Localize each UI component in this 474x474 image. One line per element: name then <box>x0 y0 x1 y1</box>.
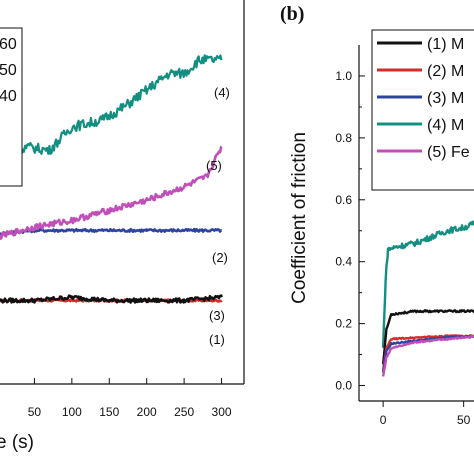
right-legend-label: (3) M <box>427 90 464 107</box>
left-x-tick-label: 300 <box>212 405 232 419</box>
left-series-label-2: (2) <box>212 250 228 265</box>
right-y-ticks: 0.0 0.2 0.4 0.6 0.8 1.0 <box>335 69 365 393</box>
right-y-tick-label: 0.8 <box>335 131 352 145</box>
left-series-label-5: (5) <box>206 158 222 173</box>
left-x-tick-label: 200 <box>137 405 157 419</box>
right-y-tick-label: 0.6 <box>335 193 352 207</box>
right-y-tick-label: 1.0 <box>335 69 352 83</box>
left-series-line-2 <box>0 227 223 236</box>
left-x-tick-label: 150 <box>99 405 119 419</box>
left-legend-item: 60 <box>0 36 17 53</box>
left-series-group <box>0 54 223 304</box>
right-panel: (b) Coefficient of friction 0.0 0.2 0.4 0.6… <box>280 3 474 427</box>
left-series-line-3 <box>0 294 223 304</box>
left-series-label-1: (1) <box>209 332 225 347</box>
right-legend-box <box>371 29 474 191</box>
right-series-group <box>381 220 474 377</box>
left-legend-item: 40 <box>0 88 17 105</box>
left-panel: 50 100 150 200 250 300 60 50 40 (4) (5) (2) (… <box>0 0 245 453</box>
left-series-line-4 <box>0 54 223 162</box>
right-legend-label: (1) M <box>427 36 464 53</box>
right-series-line-5 <box>381 334 474 377</box>
right-legend-label: (2) M <box>427 63 464 80</box>
panel-label-b: (b) <box>280 3 304 25</box>
left-series-label-4: (4) <box>214 85 230 100</box>
right-y-tick-label: 0.4 <box>335 255 352 269</box>
left-legend-item: 50 <box>0 62 17 79</box>
right-x-ticks: 0 50 <box>380 401 471 427</box>
right-legend-label: (4) M <box>427 117 464 134</box>
right-series-line-3 <box>381 334 474 373</box>
right-legend: (1) M (2) M (3) M (4) M (5) Fe <box>371 29 474 191</box>
right-series-line-1 <box>381 309 474 365</box>
left-series-line-5 <box>0 145 223 241</box>
left-x-tick-label: 100 <box>62 405 82 419</box>
left-x-axis-title: e (s) <box>0 432 34 453</box>
right-y-tick-label: 0.0 <box>335 379 352 393</box>
left-x-ticks: 50 100 150 200 250 300 <box>28 378 232 419</box>
right-y-axis-title: Coefficient of friction <box>289 132 310 304</box>
left-legend-box <box>0 27 23 187</box>
left-series-label-3: (3) <box>209 308 225 323</box>
right-y-tick-label: 0.2 <box>335 317 352 331</box>
right-series-line-4 <box>381 220 474 348</box>
right-x-tick-label: 50 <box>457 413 471 427</box>
right-series-line-2 <box>381 334 474 371</box>
left-legend: 60 50 40 <box>0 27 23 187</box>
left-x-tick-label: 50 <box>28 405 42 419</box>
left-x-tick-label: 250 <box>174 405 194 419</box>
right-x-tick-label: 0 <box>380 413 387 427</box>
right-legend-label: (5) Fe <box>427 144 470 161</box>
